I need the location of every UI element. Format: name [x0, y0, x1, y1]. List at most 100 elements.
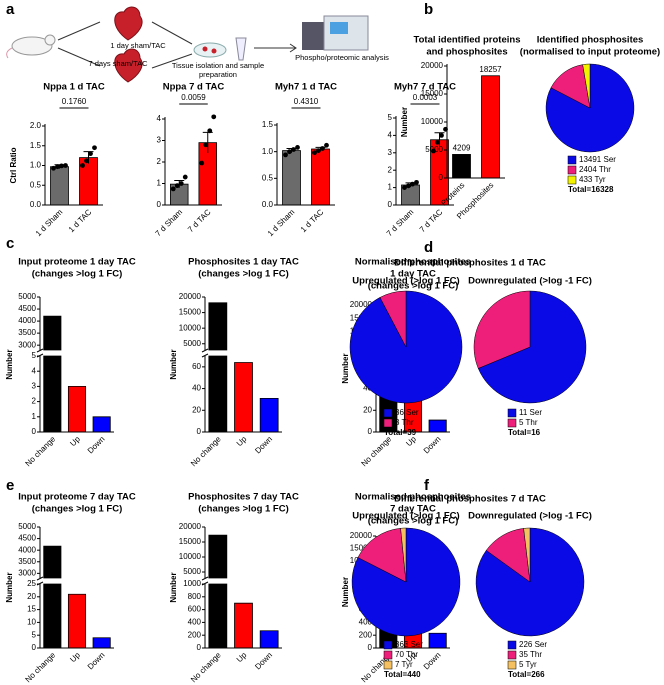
chart-title: (changes >log 1 FC) [32, 269, 123, 280]
x-tick-label: 1 d TAC [299, 207, 326, 234]
y-tick-label: 15000 [350, 543, 373, 552]
tube [235, 37, 247, 61]
x-tick-label: Down [422, 651, 443, 672]
tissue [211, 48, 217, 54]
y-tick-label: 1.0 [30, 161, 42, 170]
y-tick-label: 2.0 [30, 121, 42, 130]
y-tick-label: 20 [192, 405, 201, 414]
y-tick-label: 20000 [421, 61, 444, 70]
chart-title: Input proteome 7 day TAC [18, 492, 136, 503]
legend-entry: 36 Ser [395, 408, 419, 417]
data-label: 4209 [453, 144, 471, 153]
y-tick-label: 3000 [18, 568, 36, 577]
data-point [55, 164, 60, 170]
pie-total: Total=16328 [568, 185, 614, 194]
schematic-label: preparation [199, 70, 237, 79]
y-tick-label: 15000 [179, 308, 202, 317]
arrow [151, 21, 193, 45]
data-point [320, 146, 325, 151]
y-tick-label: 4 [157, 114, 162, 123]
x-tick-label: Up [235, 434, 249, 448]
legend-value: 36 [395, 408, 404, 417]
x-tick-label: Up [68, 650, 82, 664]
total-label: Total= [508, 428, 532, 437]
legend-entry: 2404 Thr [579, 165, 611, 174]
x-tick-label: 1 d Sham [34, 207, 65, 238]
chart-title: (changes >log 1 FC) [368, 516, 459, 527]
bar [311, 148, 330, 206]
data-point [287, 149, 292, 155]
chart-title: Myh7 1 d TAC [275, 82, 337, 93]
y-tick-label: 15000 [421, 89, 444, 98]
legend-value: 13491 [579, 155, 602, 164]
y-tick-label: 10000 [421, 117, 444, 126]
legend-value: 363 [395, 640, 409, 649]
axis-break [201, 348, 209, 353]
legend-swatch [383, 418, 393, 428]
tissue [202, 46, 208, 52]
x-tick-label: Up [235, 650, 249, 664]
pie-total: Total=440 [384, 670, 421, 679]
legend-label: Thr [402, 418, 414, 427]
chart-title: (changes >log 1 FC) [198, 504, 289, 515]
legend-entry: 363 Ser [395, 640, 423, 649]
y-tick-label: 1.5 [30, 141, 42, 150]
chart-title: Normalised phosphosites [355, 492, 471, 503]
y-tick-label: 5 [388, 113, 393, 122]
bar [282, 150, 301, 206]
legend-label: Ser [603, 155, 616, 164]
legend-swatch [383, 660, 393, 670]
x-tick-label: Down [422, 435, 443, 456]
y-tick-label: 800 [188, 592, 202, 601]
y-tick-label: 1 [32, 412, 37, 421]
x-tick-label: No change [24, 434, 58, 468]
y-tick-label: 5000 [425, 145, 443, 154]
x-tick-label: Down [253, 651, 274, 672]
axis-break [201, 576, 209, 581]
bar [67, 386, 87, 433]
legend-entry: 11 Ser [519, 408, 542, 417]
y-tick-label: 0 [197, 643, 202, 652]
pie-slice [545, 63, 635, 153]
mouse [11, 36, 53, 56]
y-tick-label: 1 [157, 179, 162, 188]
p-value: 0.0059 [181, 93, 206, 102]
legend-label: Thr [526, 418, 538, 427]
x-tick-label: 1 d TAC [67, 207, 94, 234]
y-tick-label: 25 [27, 579, 36, 588]
bar [92, 416, 111, 433]
data-point [414, 179, 419, 185]
legend-swatch [567, 175, 577, 185]
pie-slice [477, 290, 587, 404]
arrow [57, 47, 101, 67]
data-point [203, 142, 209, 148]
y-tick-label: 2 [157, 157, 162, 166]
legend-value: 35 [519, 650, 528, 659]
legend-entry: 5 Tyr [519, 660, 537, 669]
chart-title: (normalised to input proteome) [520, 47, 660, 58]
bar [481, 75, 500, 179]
legend-value: 5 [519, 660, 524, 669]
y-tick-label: 20000 [350, 300, 373, 309]
bar [452, 154, 471, 179]
bar [259, 397, 279, 433]
y-tick-label: 5 [32, 351, 37, 360]
y-tick-label: 0 [388, 200, 393, 209]
chart-title: Total identified proteins [414, 35, 521, 46]
y-tick-label: 200 [359, 630, 373, 639]
legend-entry: 226 Ser [519, 640, 547, 649]
legend-entry: 7 Tyr [395, 660, 413, 669]
data-point [435, 139, 440, 145]
y-tick-label: 3 [157, 136, 162, 145]
y-tick-label: 200 [188, 630, 202, 639]
legend-label: Tyr [526, 660, 537, 669]
legend-entry: 35 Thr [519, 650, 542, 659]
data-point [402, 185, 407, 191]
y-tick-label: 1.0 [262, 147, 274, 156]
x-tick-label: No change [360, 434, 394, 468]
data-point [182, 174, 188, 180]
legend-value: 11 [519, 408, 528, 417]
y-tick-label: 40 [192, 384, 201, 393]
data-point [283, 152, 288, 158]
